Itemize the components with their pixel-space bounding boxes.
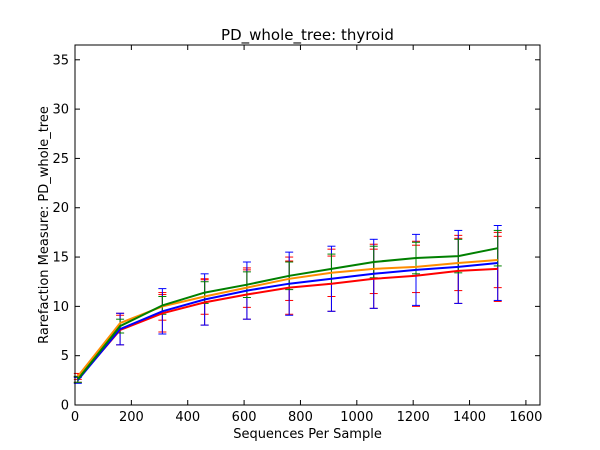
- series-line-0: [77, 267, 498, 381]
- x-tick-label: 800: [288, 410, 313, 425]
- y-tick-label: 30: [52, 103, 69, 118]
- y-tick-label: 0: [61, 399, 69, 414]
- axis-ticks: 0 200 400 600 800 1000 1200 1400 1600 0 5 10 15 20 25 3…: [52, 45, 542, 425]
- x-tick-label: 600: [232, 410, 257, 425]
- x-axis-label: Sequences Per Sample: [233, 427, 382, 442]
- y-tick-label: 10: [52, 300, 69, 315]
- x-tick-label: 1400: [453, 410, 486, 425]
- series-1-errorbars: [73, 231, 502, 380]
- x-tick-label: 200: [119, 410, 144, 425]
- series-line-1: [77, 259, 498, 378]
- plot-frame: [74, 44, 541, 406]
- y-tick-label: 20: [52, 201, 69, 216]
- series-3-errorbars: [73, 229, 502, 383]
- series-0-errorbars: [73, 235, 502, 383]
- x-tick-label: 1600: [509, 410, 542, 425]
- y-tick-label: 5: [61, 349, 69, 364]
- series-line-2: [77, 262, 498, 381]
- series-2-errorbars: [73, 224, 502, 384]
- x-tick-label: 400: [175, 410, 200, 425]
- x-tick-label: 0: [71, 410, 79, 425]
- plot-marks: [73, 224, 502, 384]
- y-tick-label: 35: [52, 53, 69, 68]
- x-tick-label: 1000: [340, 410, 373, 425]
- series-line-3: [77, 247, 498, 381]
- y-axis-label: Rarefaction Measure: PD_whole_tree: [37, 106, 52, 344]
- y-tick-label: 25: [52, 152, 69, 167]
- y-tick-label: 15: [52, 251, 69, 266]
- x-tick-label: 1200: [397, 410, 430, 425]
- chart-title: PD_whole_tree: thyroid: [221, 26, 394, 45]
